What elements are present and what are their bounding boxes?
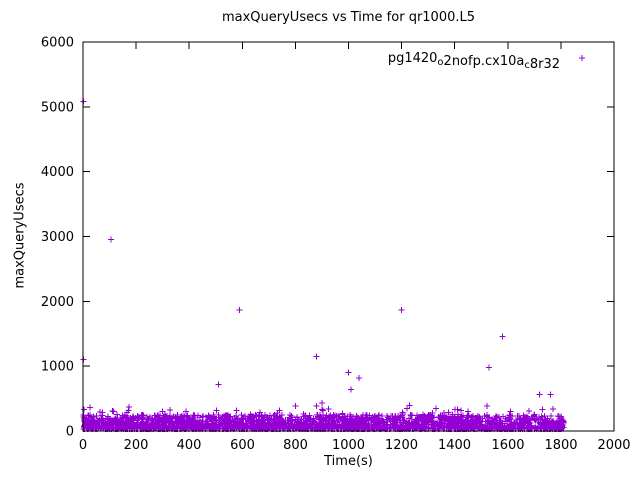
svg-text:6000: 6000: [41, 36, 74, 51]
svg-text:0: 0: [79, 438, 87, 453]
x-axis-label: Time(s): [324, 454, 373, 469]
svg-text:pg1420o2nofp.cx10ac8r32: pg1420o2nofp.cx10ac8r32: [388, 51, 560, 72]
svg-text:1400: 1400: [438, 438, 471, 453]
svg-text:4000: 4000: [41, 165, 74, 180]
svg-text:1600: 1600: [491, 438, 524, 453]
svg-text:0: 0: [66, 425, 74, 440]
chart-title: maxQueryUsecs vs Time for qr1000.L5: [221, 10, 476, 25]
svg-text:3000: 3000: [41, 230, 74, 245]
svg-text:1000: 1000: [332, 438, 365, 453]
svg-text:800: 800: [283, 438, 308, 453]
svg-text:2000: 2000: [41, 295, 74, 310]
svg-text:600: 600: [230, 438, 255, 453]
svg-text:2000: 2000: [597, 438, 630, 453]
svg-text:1000: 1000: [41, 360, 74, 375]
svg-text:400: 400: [177, 438, 202, 453]
svg-text:1200: 1200: [385, 438, 418, 453]
svg-text:5000: 5000: [41, 101, 74, 116]
svg-text:200: 200: [124, 438, 149, 453]
svg-text:1800: 1800: [544, 438, 577, 453]
